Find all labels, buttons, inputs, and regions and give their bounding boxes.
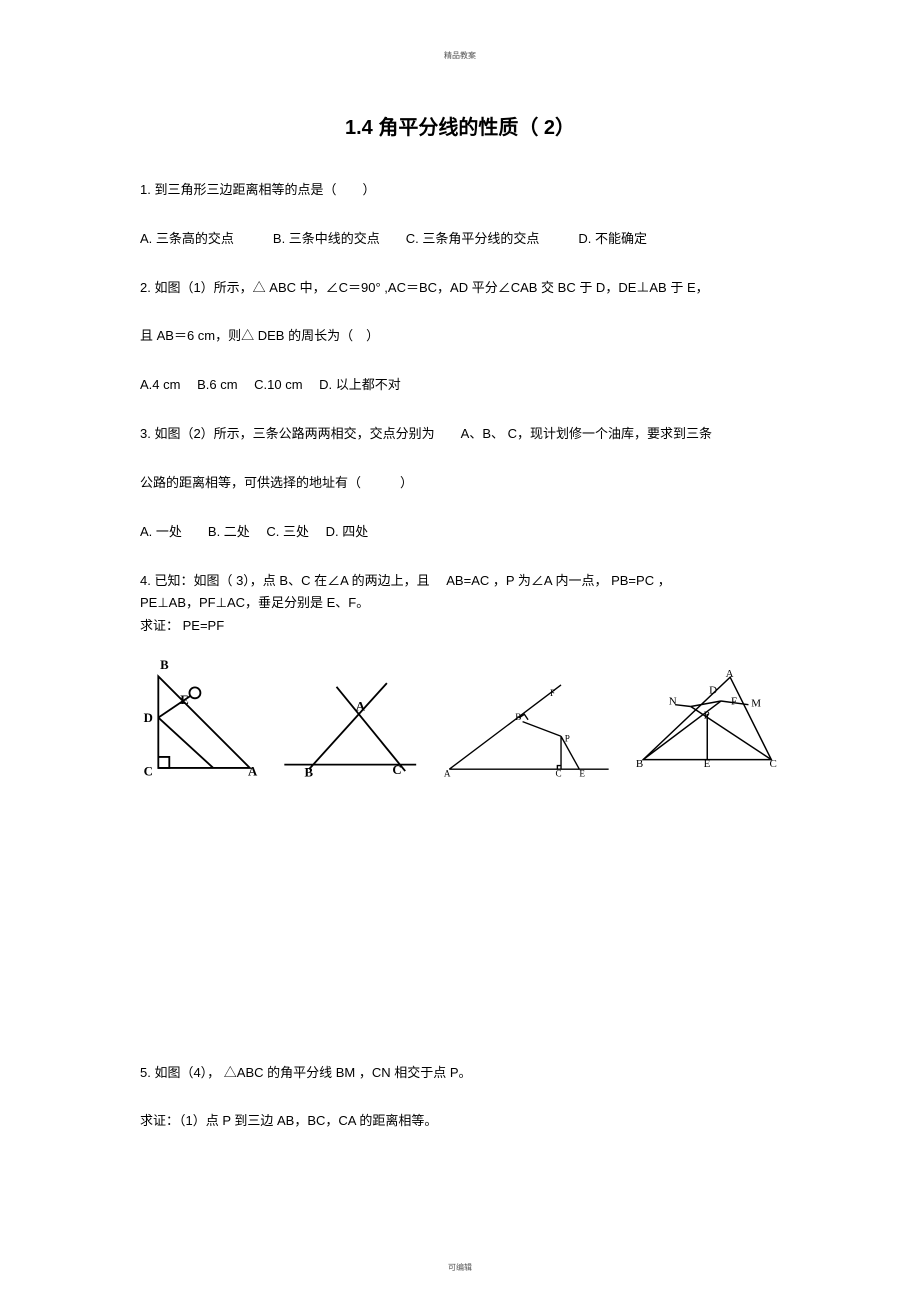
q2-options: A.4 cm B.6 cm C.10 cm D. 以上都不对 <box>140 375 780 396</box>
q5-line-b: 求证：（1）点 P 到三边 AB，BC，CA 的距离相等。 <box>140 1111 780 1132</box>
fig3-label-F: F <box>550 688 555 698</box>
fig3-label-C: C <box>555 768 561 778</box>
fig2-label-A: A <box>356 699 366 713</box>
fig3-label-P: P <box>564 733 569 743</box>
q5-line-a: 5. 如图（4）， △ABC 的角平分线 BM ，CN 相交于点 P。 <box>140 1063 780 1084</box>
q3-options: A. 一处 B. 二处 C. 三处 D. 四处 <box>140 522 780 543</box>
fig4-label-N: N <box>668 695 676 707</box>
fig4-label-D: D <box>709 684 717 696</box>
fig1-label-C: C <box>144 764 153 778</box>
header-small: 精品教案 <box>140 50 780 61</box>
page-title: 1.4 角平分线的性质（ 2） <box>140 111 780 140</box>
figure-3: A B C E F P <box>442 673 616 783</box>
fig4-label-C: C <box>769 758 776 770</box>
fig2-label-C: C <box>392 762 401 776</box>
fig1-label-A: A <box>248 764 258 778</box>
q3-line-b: 公路的距离相等，可供选择的地址有（ ） <box>140 473 780 494</box>
figure-4: A B C E D N M F P <box>634 663 781 783</box>
figure-1: B E D C A <box>140 643 259 783</box>
fig4-label-F: F <box>731 695 737 707</box>
figure-2: A B C <box>277 673 424 783</box>
q1-options: A. 三条高的交点 B. 三条中线的交点 C. 三条角平分线的交点 D. 不能确… <box>140 229 780 250</box>
fig3-label-B: B <box>515 711 521 721</box>
fig4-label-E: E <box>703 758 710 770</box>
page: 精品教案 1.4 角平分线的性质（ 2） 1. 到三角形三边距离相等的点是（ ）… <box>0 0 920 1303</box>
footer-small: 可编辑 <box>0 1262 920 1273</box>
fig3-label-E: E <box>579 768 585 778</box>
fig1-label-B: B <box>160 658 169 672</box>
figure-row: B E D C A A B C <box>140 643 780 783</box>
spacer <box>140 803 780 1063</box>
fig4-label-B: B <box>635 758 642 770</box>
q4-line-a: 4. 已知：如图（ 3），点 B、C 在∠A 的两边上，且 AB=AC ，P 为… <box>140 570 780 592</box>
q2-line-b: 且 AB＝6 cm，则△ DEB 的周长为（ ） <box>140 326 780 347</box>
q2-line-a: 2. 如图（1）所示，△ ABC 中，∠C＝90° ,AC＝BC，AD 平分∠C… <box>140 278 780 299</box>
fig4-label-P: P <box>703 709 709 721</box>
q4-line-c: 求证： PE=PF <box>140 615 780 637</box>
fig1-label-D: D <box>144 711 153 725</box>
q3-line-a: 3. 如图（2）所示，三条公路两两相交，交点分别为 A、B、 C，现计划修一个油… <box>140 424 780 445</box>
fig1-label-E: E <box>180 693 189 707</box>
fig4-label-A: A <box>725 668 733 680</box>
fig2-label-B: B <box>305 765 314 779</box>
q4-line-b: PE⊥AB，PF⊥AC，垂足分别是 E、F。 <box>140 592 780 614</box>
fig3-label-A: A <box>443 768 450 778</box>
fig4-label-M: M <box>751 697 761 709</box>
q1-stem: 1. 到三角形三边距离相等的点是（ ） <box>140 180 780 201</box>
